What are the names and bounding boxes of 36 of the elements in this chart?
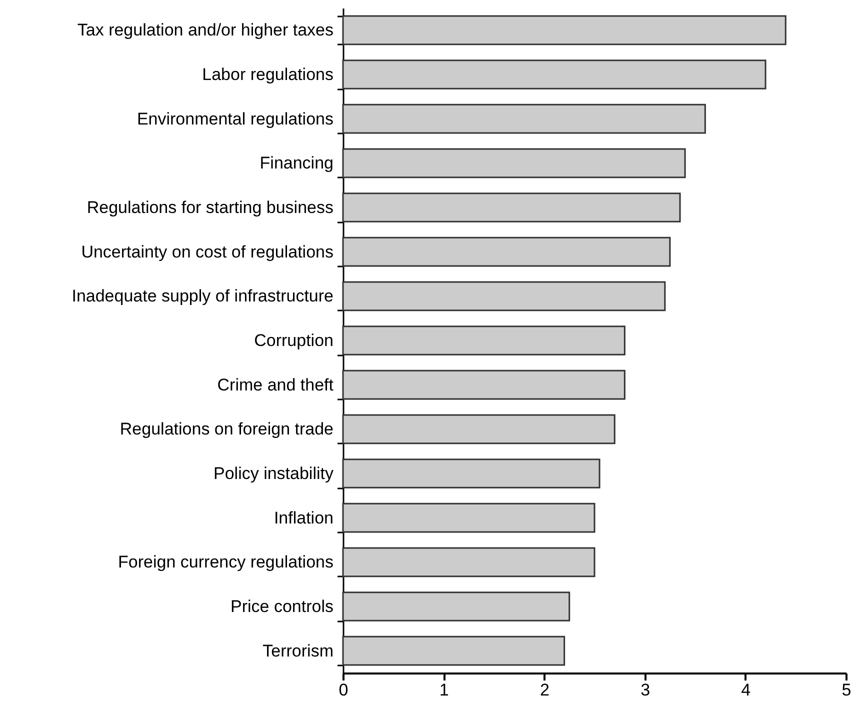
y-tick-label: Regulations on foreign trade bbox=[120, 420, 334, 439]
x-tick-label: 5 bbox=[842, 680, 852, 700]
y-tick-label: Uncertainty on cost of regulations bbox=[81, 242, 334, 262]
x-tick-label: 2 bbox=[540, 680, 550, 700]
bar bbox=[342, 326, 626, 356]
y-tick-label: Tax regulation and/or higher taxes bbox=[77, 20, 334, 40]
y-tick-label: Policy instability bbox=[214, 464, 334, 483]
x-tick-label: 3 bbox=[640, 680, 650, 700]
y-tick-label: Inadequate supply of infrastructure bbox=[72, 286, 334, 306]
y-tick-label: Crime and theft bbox=[217, 375, 334, 394]
bar bbox=[342, 458, 600, 488]
bar bbox=[342, 281, 666, 312]
x-tick-label: 4 bbox=[741, 680, 751, 700]
bar bbox=[342, 370, 626, 400]
y-tick-label: Environmental regulations bbox=[136, 109, 334, 128]
bar bbox=[342, 15, 786, 46]
bar bbox=[342, 104, 706, 134]
bar bbox=[342, 502, 596, 533]
y-tick-label: Financing bbox=[260, 154, 334, 173]
y-tick-label: Terrorism bbox=[262, 641, 334, 660]
bar bbox=[342, 636, 566, 666]
x-tick-label: 0 bbox=[338, 680, 348, 700]
bar bbox=[342, 414, 616, 444]
bar bbox=[342, 236, 671, 267]
bar bbox=[342, 148, 686, 178]
y-tick-label: Corruption bbox=[254, 331, 334, 350]
y-tick-label: Regulations for starting business bbox=[86, 198, 334, 217]
bar bbox=[342, 192, 681, 222]
y-tick-label: Foreign currency regulations bbox=[118, 552, 334, 572]
x-tick-label: 1 bbox=[439, 680, 449, 700]
y-tick-label: Inflation bbox=[274, 508, 334, 528]
bar bbox=[342, 60, 766, 90]
y-tick-label: Price controls bbox=[230, 597, 334, 616]
y-tick-label: Labor regulations bbox=[202, 65, 334, 84]
bar bbox=[342, 592, 570, 622]
bar bbox=[342, 547, 596, 578]
